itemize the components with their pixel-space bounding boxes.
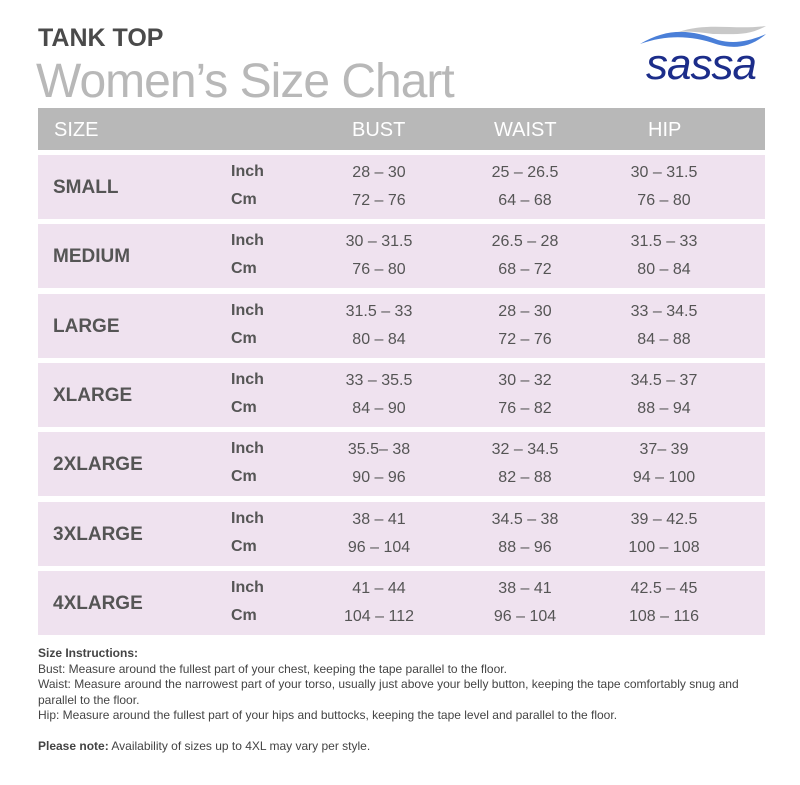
logo-wordmark: sassa <box>646 40 757 89</box>
waist-inch-value: 38 – 41 <box>498 579 552 597</box>
hip-inch-value: 34.5 – 37 <box>630 371 698 389</box>
waist-cm-value: 76 – 82 <box>498 399 552 417</box>
unit-inch: Inch <box>231 440 264 458</box>
table-row: 2XLARGE Inch Cm 35.5– 38 90 – 96 32 – 34.5 82 … <box>38 432 765 497</box>
waist-cm-value: 72 – 76 <box>498 330 552 348</box>
header-size: SIZE <box>54 119 99 141</box>
note-text: Availability of sizes up to 4XL may vary… <box>108 738 371 753</box>
bust-inch-value: 28 – 30 <box>352 164 406 181</box>
instructions-heading: Size Instructions: <box>38 646 139 660</box>
bust-cm-value: 104 – 112 <box>344 607 414 625</box>
unit-cm: Cm <box>231 398 257 416</box>
waist-cm-value: 88 – 96 <box>498 538 552 556</box>
table-row: SMALL Inch Cm 28 – 30 72 – 76 25 – 26.5 64 – 6… <box>38 155 765 219</box>
instruction-bust: Bust: Measure around the fullest part of… <box>38 661 507 676</box>
unit-inch: Inch <box>231 163 264 180</box>
bust-inch-value: 41 – 44 <box>352 579 406 597</box>
waist-inch-value: 28 – 30 <box>498 302 552 320</box>
waist-inch-value: 30 – 32 <box>498 371 552 389</box>
bust-cm-value: 76 – 80 <box>352 261 406 279</box>
bust-cm-value: 96 – 104 <box>347 538 411 556</box>
instruction-hip: Hip: Measure around the fullest part of … <box>38 708 618 722</box>
waist-cm-value: 82 – 88 <box>498 469 552 487</box>
header-bust: BUST <box>352 119 406 141</box>
table-header: SIZE BUST WAIST HIP <box>38 108 765 150</box>
table-row: 3XLARGE Inch Cm 38 – 41 96 – 104 34.5 – 38 88 … <box>38 501 765 566</box>
header-waist: WAIST <box>494 119 557 141</box>
bust-cm-value: 84 – 90 <box>352 399 406 417</box>
bust-inch-value: 30 – 31.5 <box>345 233 413 251</box>
size-label: LARGE <box>53 315 120 337</box>
product-type: TANK TOP <box>38 24 164 52</box>
hip-inch-value: 30 – 31.5 <box>630 164 698 181</box>
table-row: LARGE Inch Cm 31.5 – 33 80 – 84 28 – 30 72 – 7… <box>38 293 765 358</box>
unit-inch: Inch <box>231 301 264 319</box>
size-label: XLARGE <box>53 384 133 406</box>
waist-cm-value: 68 – 72 <box>498 261 552 279</box>
hip-inch-value: 42.5 – 45 <box>630 579 698 597</box>
size-label: MEDIUM <box>53 246 131 268</box>
bust-cm-value: 80 – 84 <box>352 330 406 348</box>
page-title: Women’s Size Chart <box>36 55 455 108</box>
hip-cm-value: 100 – 108 <box>628 538 700 556</box>
unit-inch: Inch <box>231 578 264 596</box>
unit-cm: Cm <box>231 468 257 486</box>
note-label: Please note: <box>38 738 109 753</box>
hip-cm-value: 76 – 80 <box>637 192 691 209</box>
unit-inch: Inch <box>231 232 264 250</box>
bust-cm-value: 90 – 96 <box>352 469 406 487</box>
sassa-logo: sassa <box>638 22 768 89</box>
unit-inch: Inch <box>231 370 264 388</box>
availability-note: Please note: Availability of sizes up to… <box>38 739 768 755</box>
hip-inch-value: 33 – 34.5 <box>630 302 698 320</box>
hip-cm-value: 84 – 88 <box>637 330 691 348</box>
size-label: 2XLARGE <box>53 454 143 476</box>
waist-cm-value: 64 – 68 <box>498 192 552 209</box>
unit-inch: Inch <box>231 509 264 527</box>
bust-inch-value: 38 – 41 <box>352 510 406 528</box>
instruction-waist: Waist: Measure around the narrowest part… <box>38 677 739 707</box>
unit-cm: Cm <box>231 260 257 278</box>
unit-cm: Cm <box>231 537 257 555</box>
table-row: XLARGE Inch Cm 33 – 35.5 84 – 90 30 – 32 76 – … <box>38 362 765 427</box>
unit-cm: Cm <box>231 191 257 208</box>
waist-inch-value: 32 – 34.5 <box>491 441 559 459</box>
waist-inch-value: 25 – 26.5 <box>491 164 559 181</box>
hip-inch-value: 37– 39 <box>639 441 689 459</box>
hip-cm-value: 80 – 84 <box>637 261 691 279</box>
bust-cm-value: 72 – 76 <box>352 192 406 209</box>
wave-icon <box>640 26 766 47</box>
hip-cm-value: 88 – 94 <box>637 399 691 417</box>
waist-inch-value: 26.5 – 28 <box>491 233 559 251</box>
hip-inch-value: 31.5 – 33 <box>630 233 698 251</box>
size-label: 3XLARGE <box>53 523 143 545</box>
size-label: 4XLARGE <box>53 592 143 614</box>
table-row: MEDIUM Inch Cm 30 – 31.5 76 – 80 26.5 – 28 68 … <box>38 224 765 289</box>
bust-inch-value: 31.5 – 33 <box>345 302 413 320</box>
waist-cm-value: 96 – 104 <box>493 607 557 625</box>
hip-cm-value: 94 – 100 <box>632 469 696 487</box>
unit-cm: Cm <box>231 329 257 347</box>
size-label: SMALL <box>53 177 119 198</box>
header-hip: HIP <box>648 119 682 141</box>
hip-inch-value: 39 – 42.5 <box>630 510 698 528</box>
hip-cm-value: 108 – 116 <box>629 607 699 625</box>
unit-cm: Cm <box>231 606 257 624</box>
size-instructions: Size Instructions: Bust: Measure around … <box>38 646 768 754</box>
waist-inch-value: 34.5 – 38 <box>491 510 559 528</box>
bust-inch-value: 33 – 35.5 <box>345 371 413 389</box>
table-row: 4XLARGE Inch Cm 41 – 44 104 – 112 38 – 41 96 –… <box>38 570 765 635</box>
bust-inch-value: 35.5– 38 <box>347 441 411 459</box>
